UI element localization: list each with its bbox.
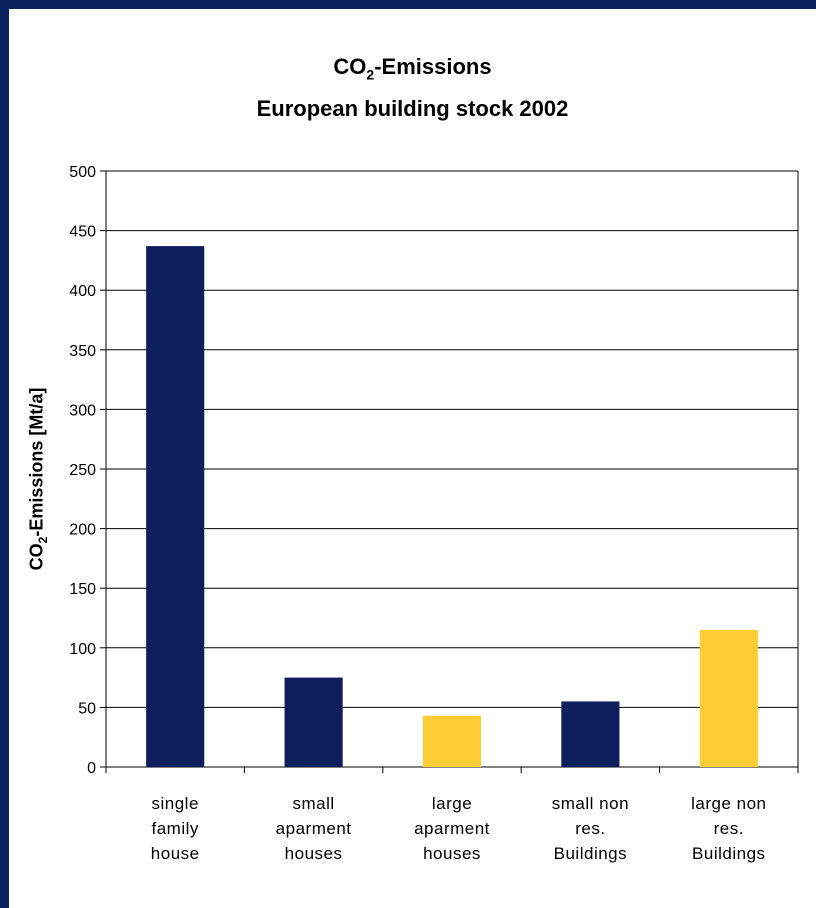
title-prefix: CO — [333, 54, 367, 79]
title-suffix: -Emissions — [374, 54, 492, 79]
x-category-label: aparment — [414, 819, 490, 838]
x-category-label: large non — [691, 794, 766, 813]
y-tick-label: 450 — [69, 224, 96, 241]
y-tick-label: 400 — [69, 283, 96, 300]
x-category-label: Buildings — [692, 844, 766, 863]
y-tick-label: 200 — [69, 522, 96, 539]
y-tick-label: 100 — [69, 641, 96, 658]
bar — [284, 677, 343, 767]
x-category-label: family — [151, 819, 198, 838]
x-category-label: small — [293, 794, 335, 813]
y-tick-label: 500 — [69, 164, 96, 181]
x-category-label: single — [151, 794, 198, 813]
x-category-label: Buildings — [554, 844, 628, 863]
y-tick-label: 150 — [69, 581, 96, 598]
chart-title-line-2: European building stock 2002 — [256, 96, 569, 121]
x-category-label: large — [432, 794, 472, 813]
y-tick-label: 50 — [78, 700, 96, 717]
x-category-label: small non — [552, 794, 629, 813]
x-category-label: houses — [423, 844, 481, 863]
bar — [561, 701, 620, 767]
chart-frame: CO2-Emissions European building stock 20… — [9, 9, 816, 908]
x-category-label: house — [151, 844, 200, 863]
x-category-label: res. — [575, 819, 605, 838]
bar — [146, 246, 205, 767]
x-category-label: res. — [714, 819, 744, 838]
y-tick-label: 350 — [69, 343, 96, 360]
y-tick-label: 250 — [69, 462, 96, 479]
bar-chart: 0 50 100 150 200 250 300 350 400 450 500 single fami… — [69, 164, 799, 863]
bar — [699, 629, 758, 767]
y-tick-label: 300 — [69, 402, 96, 419]
bar — [422, 715, 482, 767]
x-category-label: aparment — [276, 819, 352, 838]
title-subscript: 2 — [366, 66, 375, 83]
x-category-label: houses — [285, 844, 343, 863]
chart-title-line-1: CO2-Emissions — [9, 54, 816, 83]
y-tick-label: 0 — [87, 760, 96, 777]
